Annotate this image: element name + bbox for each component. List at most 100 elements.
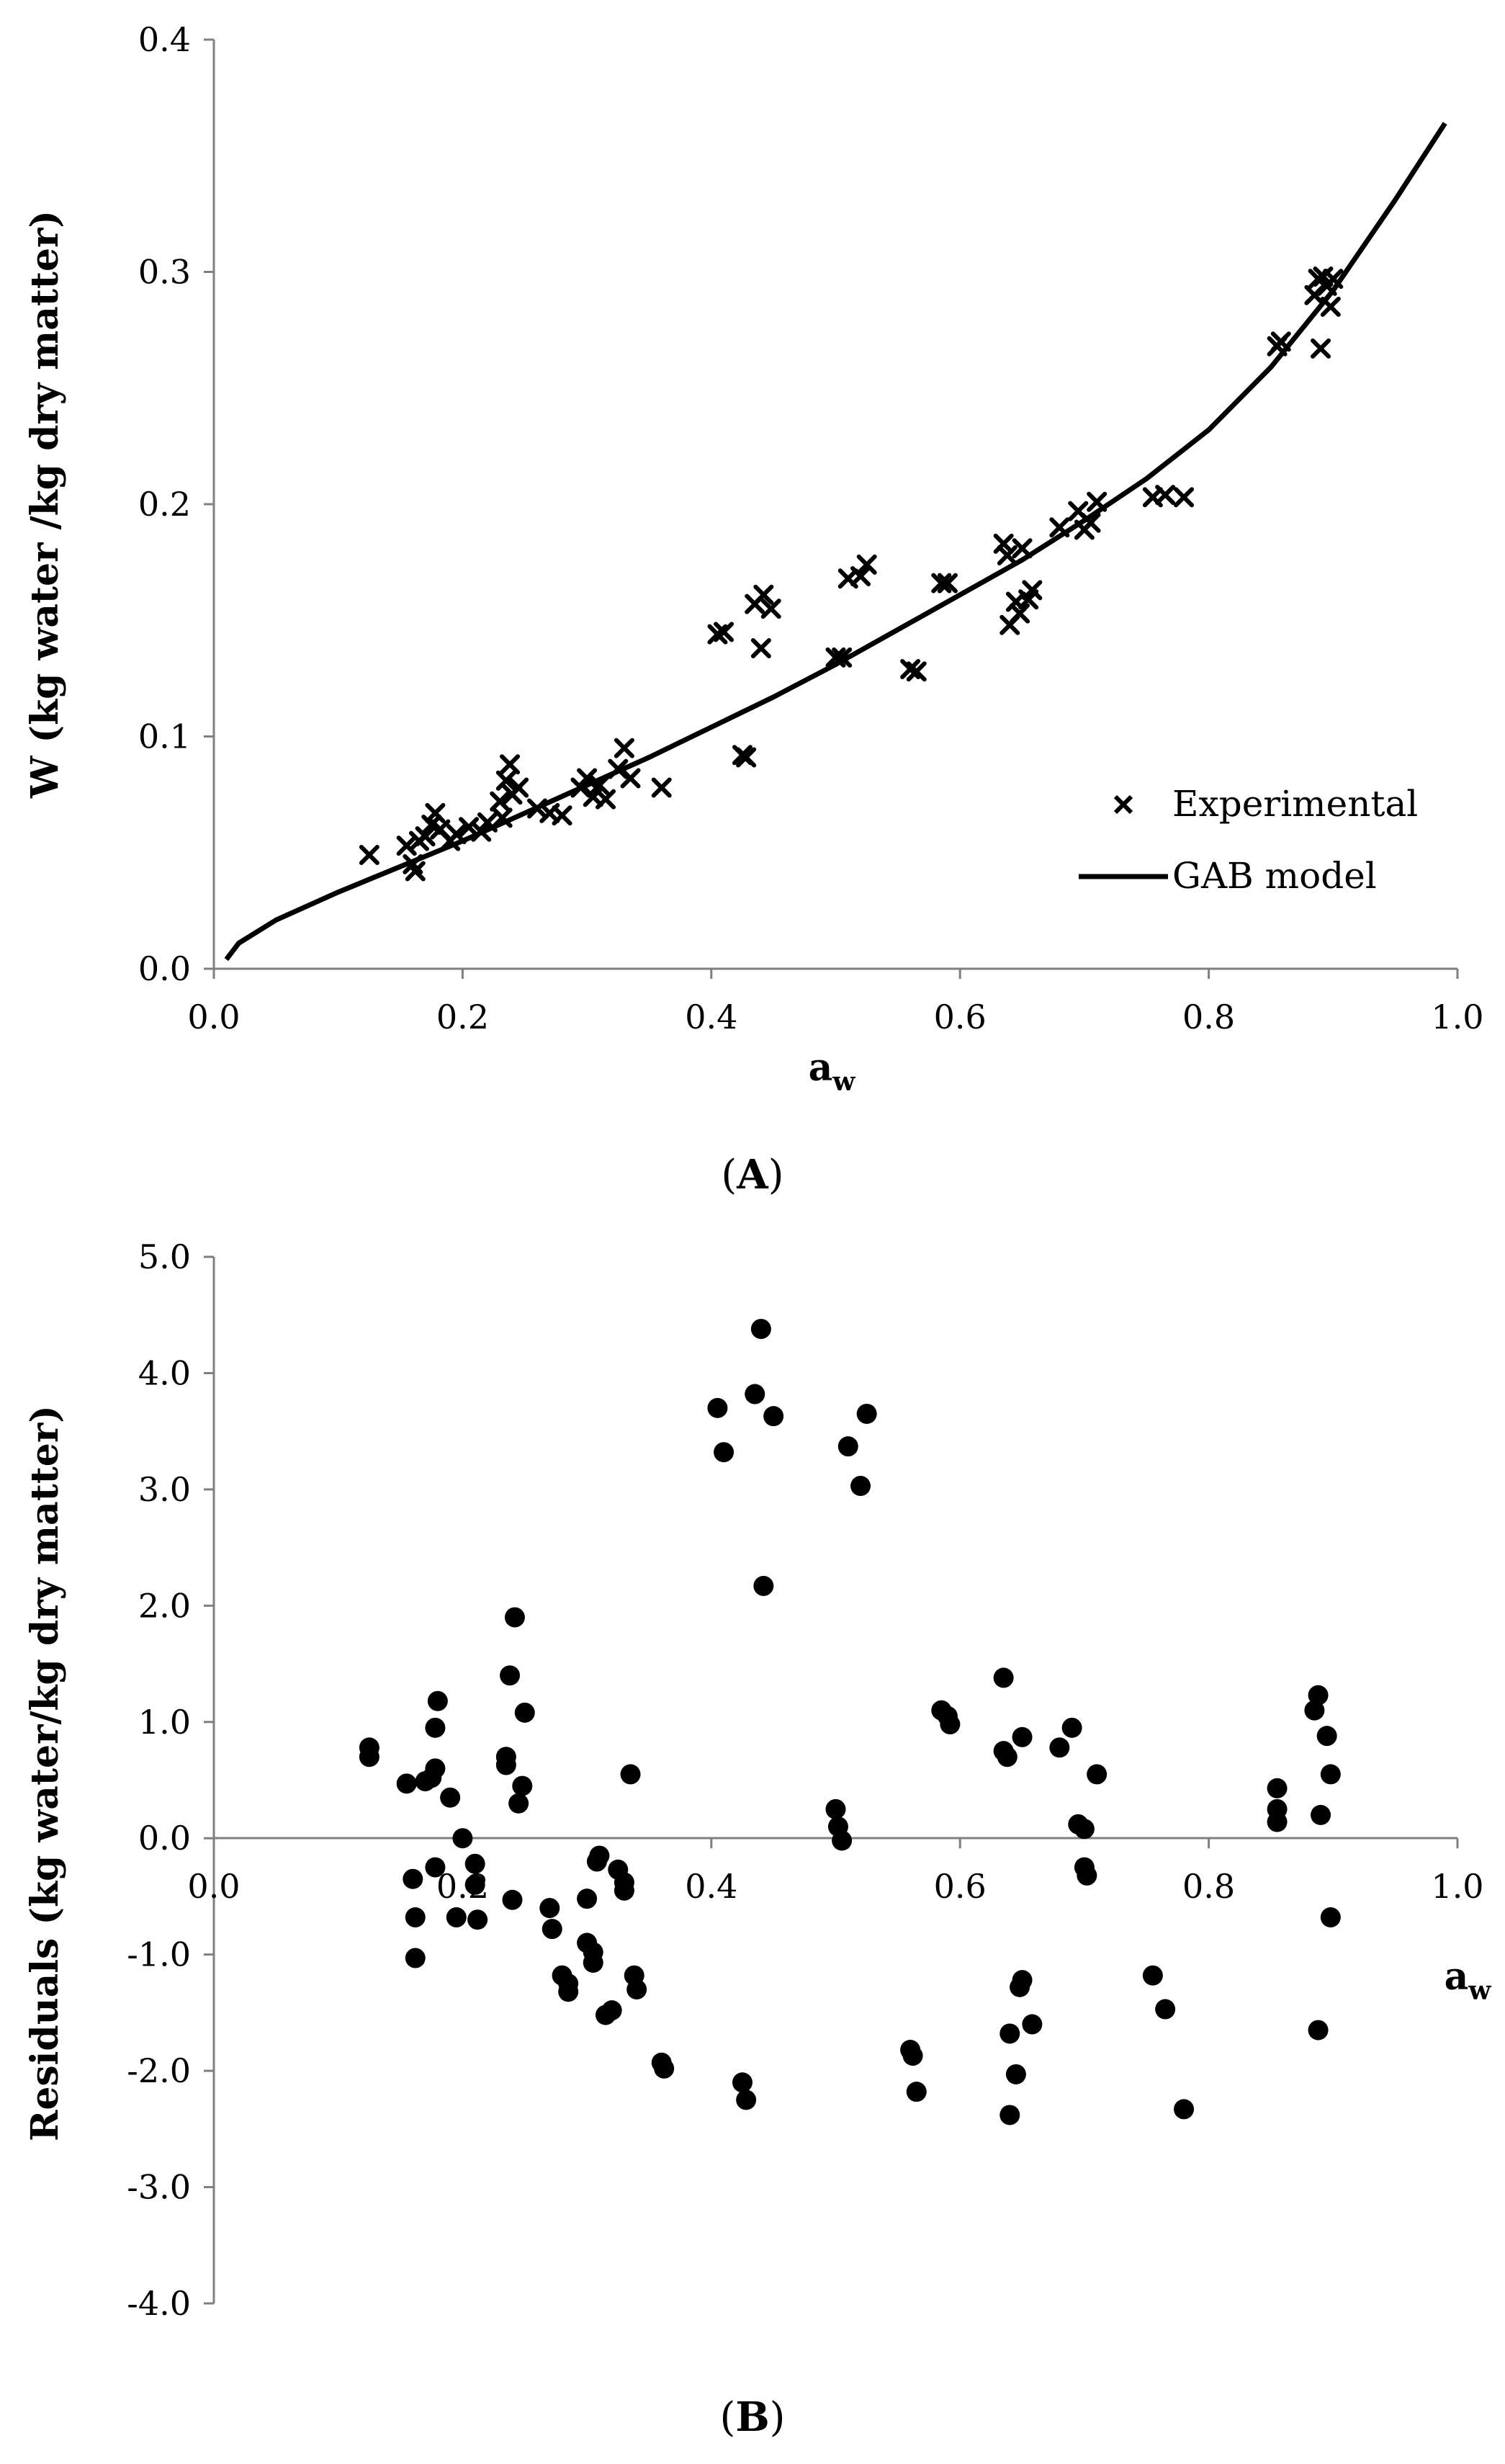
experimental-point bbox=[1087, 491, 1108, 512]
experimental-point bbox=[906, 661, 927, 682]
experimental-point bbox=[825, 647, 846, 668]
panel-b-x-axis-label-main: a bbox=[1445, 1955, 1469, 1999]
panel-b-x-tick-label: 0.8 bbox=[1182, 1867, 1235, 1906]
residual-point bbox=[654, 2058, 675, 2079]
residual-point bbox=[589, 1845, 610, 1866]
panel-b-y-tick-label: -3.0 bbox=[127, 2168, 191, 2207]
experimental-point bbox=[577, 768, 598, 789]
residual-point bbox=[1049, 1737, 1070, 1758]
experimental-point bbox=[471, 821, 492, 842]
panel-a-y-tick-label: 0.4 bbox=[138, 20, 191, 59]
experimental-point bbox=[832, 647, 853, 668]
experimental-point bbox=[937, 573, 958, 593]
experimental-point bbox=[490, 791, 511, 812]
legend-marker-x-icon bbox=[1113, 794, 1133, 815]
panel-b-y-axis-label: Residuals (kg water/kg dry matter) bbox=[23, 1405, 67, 2141]
residual-point bbox=[750, 1319, 771, 1340]
residual-point bbox=[753, 1575, 774, 1596]
residual-point bbox=[464, 1853, 485, 1874]
panel-b-x-axis-label: aw bbox=[1445, 1955, 1492, 2006]
panel-a-y-tick-label: 0.2 bbox=[138, 485, 191, 524]
residual-point bbox=[906, 2082, 927, 2102]
residual-point bbox=[558, 1981, 579, 2002]
panel-a-label-letter: A bbox=[736, 1151, 769, 1199]
experimental-point bbox=[1080, 512, 1101, 533]
panel-a-y-tick-label: 0.1 bbox=[138, 717, 191, 756]
experimental-point bbox=[415, 826, 436, 847]
residual-point bbox=[1077, 1865, 1097, 1886]
residual-point bbox=[1320, 1764, 1341, 1785]
residual-point bbox=[614, 1872, 634, 1893]
panel-a-x-tick-label: 1.0 bbox=[1431, 998, 1483, 1036]
residual-point bbox=[993, 1667, 1014, 1688]
experimental-point bbox=[608, 758, 629, 779]
residual-point bbox=[425, 1857, 446, 1878]
experimental-point bbox=[620, 768, 641, 789]
experimental-point bbox=[850, 565, 871, 586]
panel-a: 0.0 0.1 0.2 0.3 0.4 0.0 0.2 0.4 0.6 0.8 1.0 W (kg… bbox=[23, 20, 1484, 1199]
residual-point bbox=[512, 1775, 533, 1796]
residual-point bbox=[837, 1436, 858, 1457]
panel-a-label-open: ( bbox=[721, 1152, 737, 1199]
experimental-point bbox=[1270, 331, 1291, 352]
residual-point bbox=[856, 1403, 877, 1424]
panel-b-x-axis-label-sub: w bbox=[1468, 1976, 1491, 2006]
experimental-point bbox=[714, 622, 734, 642]
legend-label-experimental: Experimental bbox=[1172, 783, 1418, 825]
residual-point bbox=[997, 1747, 1017, 1768]
residual-point bbox=[902, 2046, 923, 2066]
residual-point bbox=[1155, 1999, 1176, 2020]
experimental-point bbox=[1304, 285, 1325, 305]
residual-point bbox=[714, 1442, 734, 1463]
experimental-point bbox=[1049, 517, 1070, 538]
residual-point bbox=[1308, 1685, 1329, 1706]
residual-point bbox=[763, 1406, 784, 1427]
residual-point bbox=[1267, 1811, 1288, 1832]
residual-point bbox=[583, 1952, 603, 1973]
residual-point bbox=[626, 1979, 647, 2000]
panel-a-y-tick-label: 0.3 bbox=[138, 253, 191, 292]
experimental-point bbox=[1022, 580, 1043, 601]
residual-point bbox=[502, 1889, 523, 1910]
residual-point bbox=[1316, 1726, 1337, 1747]
residual-point bbox=[736, 2089, 757, 2110]
panel-b-y-tick-label: 4.0 bbox=[138, 1353, 191, 1392]
panel-a-y-tick-label: 0.0 bbox=[138, 949, 191, 988]
panel-a-x-tick-label: 0.0 bbox=[187, 998, 240, 1036]
residual-point bbox=[1022, 2014, 1043, 2035]
residual-point bbox=[495, 1747, 516, 1768]
panel-a-plot: 0.0 0.1 0.2 0.3 0.4 0.0 0.2 0.4 0.6 0.8 1.0 bbox=[138, 20, 1484, 1036]
residual-point bbox=[452, 1828, 473, 1849]
residual-point bbox=[359, 1747, 379, 1768]
experimental-point bbox=[1012, 538, 1033, 559]
residual-point bbox=[1074, 1819, 1095, 1840]
residual-point bbox=[732, 2072, 752, 2093]
panel-a-x-axis-label: aw bbox=[809, 1046, 856, 1097]
experimental-point bbox=[856, 554, 877, 575]
panel-b-x-tick-label: 0.0 bbox=[187, 1867, 240, 1906]
panel-a-x-axis-label-sub: w bbox=[832, 1067, 855, 1097]
experimental-point bbox=[753, 584, 774, 605]
panel-b-y-tick-label: 5.0 bbox=[138, 1237, 191, 1276]
residual-point bbox=[1304, 1700, 1325, 1721]
residual-point bbox=[1308, 2020, 1329, 2040]
experimental-point bbox=[614, 738, 634, 758]
residual-point bbox=[539, 1898, 560, 1919]
residual-point bbox=[620, 1764, 641, 1785]
experimental-point bbox=[446, 823, 467, 844]
panel-b-label-close: ) bbox=[770, 2394, 786, 2441]
panel-b-y-tick-label: 3.0 bbox=[138, 1470, 191, 1509]
panel-a-experimental-series bbox=[359, 266, 1344, 882]
experimental-point bbox=[1311, 338, 1331, 359]
residual-point bbox=[825, 1798, 846, 1819]
residual-point bbox=[427, 1690, 448, 1711]
residual-point bbox=[425, 1717, 446, 1738]
residual-point bbox=[405, 1907, 426, 1928]
residual-point bbox=[504, 1607, 525, 1628]
panel-b-label-letter: B bbox=[735, 2393, 769, 2441]
panel-a-x-tick-label: 0.8 bbox=[1182, 998, 1235, 1036]
residual-point bbox=[1311, 1804, 1331, 1825]
legend-label-gab-model: GAB model bbox=[1172, 855, 1377, 897]
panel-a-y-axis-label: W (kg water /kg dry matter) bbox=[23, 210, 67, 799]
